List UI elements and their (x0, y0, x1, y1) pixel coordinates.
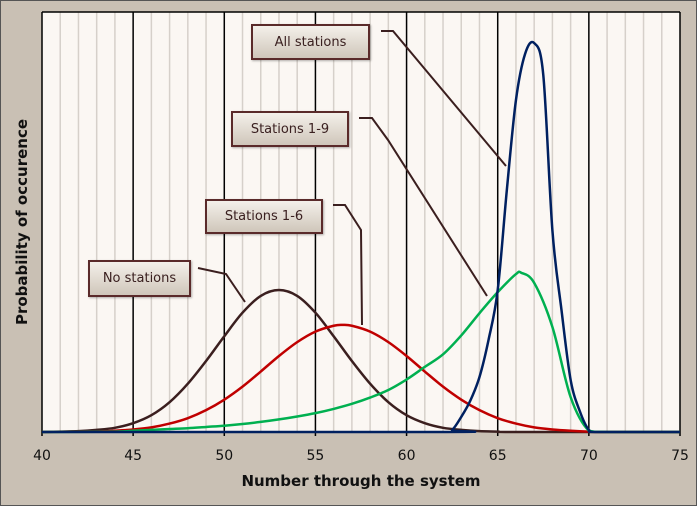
callout-all-stations: All stations (251, 24, 370, 60)
series-line-stations-1-6 (41, 323, 680, 434)
x-axis-title: Number through the system (241, 472, 480, 490)
x-tick-label: 40 (33, 448, 51, 464)
plot-area (42, 12, 680, 432)
x-tick-label: 75 (671, 448, 689, 464)
x-tick-label: 70 (580, 448, 598, 464)
leader-no-stations (197, 267, 246, 303)
series-line-all-stations (41, 40, 680, 434)
x-tick-label: 60 (398, 448, 416, 464)
callout-stations-1-6: Stations 1-6 (205, 199, 323, 234)
x-tick-label: 45 (124, 448, 142, 464)
callout-leaders (197, 30, 507, 326)
x-tick-label: 55 (307, 448, 325, 464)
series-line-no-stations (41, 288, 680, 434)
leader-stations-1-6 (333, 204, 363, 326)
x-tick-label: 50 (215, 448, 233, 464)
series-line-stations-1-9 (41, 270, 680, 434)
callout-stations-1-9: Stations 1-9 (231, 111, 349, 147)
leader-stations-1-9 (359, 117, 488, 297)
leader-all-stations (381, 30, 507, 167)
callout-no-stations: No stations (88, 260, 191, 297)
y-axis-title: Probability of occurence (13, 119, 31, 325)
x-tick-label: 65 (489, 448, 507, 464)
